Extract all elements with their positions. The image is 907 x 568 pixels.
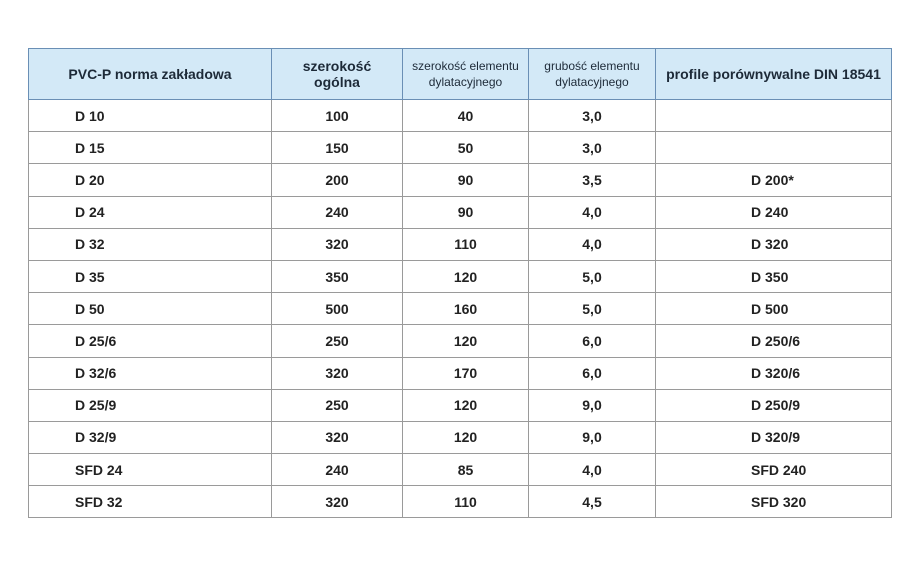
table-cell: D 350	[655, 259, 892, 294]
table-cell	[655, 98, 892, 133]
table-cell: 120	[402, 420, 529, 455]
table-cell: 4,0	[528, 453, 656, 487]
table-cell: D 250/6	[655, 324, 892, 358]
table-cell: 90	[402, 163, 529, 197]
table-cell: D 32	[28, 227, 272, 261]
table-cell: 110	[402, 485, 529, 519]
table-cell: D 240	[655, 195, 892, 229]
table-cell: D 200*	[655, 163, 892, 197]
table-cell: 4,0	[528, 195, 656, 229]
table-cell: D 32/9	[28, 420, 272, 455]
table-cell: D 320/9	[655, 420, 892, 455]
table-cell: 3,0	[528, 131, 656, 165]
table-cell: 6,0	[528, 356, 656, 390]
table-cell: 5,0	[528, 259, 656, 294]
table-cell: SFD 32	[28, 485, 272, 519]
table-cell: 320	[271, 420, 403, 455]
table-cell: D 10	[28, 98, 272, 133]
table-cell: 170	[402, 356, 529, 390]
table-row: D 25/9 250 120 9,0 D 250/9	[28, 388, 892, 422]
table-row: D 32/9 320 120 9,0 D 320/9	[28, 420, 892, 455]
table-cell: 100	[271, 98, 403, 133]
table-row: D 25/6 250 120 6,0 D 250/6	[28, 324, 892, 358]
table-cell: D 20	[28, 163, 272, 197]
table-cell: D 320	[655, 227, 892, 261]
table-cell: 3,0	[528, 98, 656, 133]
table-cell: 150	[271, 131, 403, 165]
table-row: D 35 350 120 5,0 D 350	[28, 259, 892, 294]
header-cell: PVC-P norma zakładowa	[28, 48, 272, 100]
table-body: D 10 100 40 3,0 D 15 150 50 3,0 D 20 200 90 3,5 D 20…	[28, 98, 892, 519]
table-cell: 110	[402, 227, 529, 261]
table-cell: D 35	[28, 259, 272, 294]
table-cell: 250	[271, 324, 403, 358]
data-table: PVC-P norma zakładowa szerokość ogólna s…	[28, 48, 892, 519]
header-cell: grubość elementu dylatacyjnego	[528, 48, 656, 100]
table-cell: 200	[271, 163, 403, 197]
table-row: D 20 200 90 3,5 D 200*	[28, 163, 892, 197]
table-cell: 320	[271, 485, 403, 519]
table-cell: D 320/6	[655, 356, 892, 390]
table-cell: 4,5	[528, 485, 656, 519]
header-cell: profile porównywalne DIN 18541	[655, 48, 892, 100]
table-cell: 320	[271, 227, 403, 261]
table-cell: 240	[271, 453, 403, 487]
table-row: D 32/6 320 170 6,0 D 320/6	[28, 356, 892, 390]
header-row: PVC-P norma zakładowa szerokość ogólna s…	[28, 48, 892, 100]
table-row: D 15 150 50 3,0	[28, 131, 892, 165]
table-row: D 24 240 90 4,0 D 240	[28, 195, 892, 229]
table-cell: 9,0	[528, 420, 656, 455]
table-row: D 50 500 160 5,0 D 500	[28, 292, 892, 326]
table-cell: 500	[271, 292, 403, 326]
table-cell: 6,0	[528, 324, 656, 358]
table-cell: 50	[402, 131, 529, 165]
header-cell: szerokość elementu dylatacyjnego	[402, 48, 529, 100]
table-row: SFD 32 320 110 4,5 SFD 320	[28, 485, 892, 519]
table-row: D 32 320 110 4,0 D 320	[28, 227, 892, 261]
table-cell: D 25/9	[28, 388, 272, 422]
table-cell: 240	[271, 195, 403, 229]
table-cell: D 25/6	[28, 324, 272, 358]
table-cell: D 15	[28, 131, 272, 165]
table-cell: 250	[271, 388, 403, 422]
table-cell: 160	[402, 292, 529, 326]
table-cell: 320	[271, 356, 403, 390]
table-cell: 4,0	[528, 227, 656, 261]
table-cell: D 50	[28, 292, 272, 326]
table-cell: D 24	[28, 195, 272, 229]
table-row: D 10 100 40 3,0	[28, 98, 892, 133]
table-cell: 5,0	[528, 292, 656, 326]
table-cell: D 250/9	[655, 388, 892, 422]
header-cell: szerokość ogólna	[271, 48, 403, 100]
table-cell: SFD 240	[655, 453, 892, 487]
table-cell: 350	[271, 259, 403, 294]
table-cell: 3,5	[528, 163, 656, 197]
table-cell: 90	[402, 195, 529, 229]
table-cell: 9,0	[528, 388, 656, 422]
table-cell: 85	[402, 453, 529, 487]
table-cell: 120	[402, 259, 529, 294]
table-cell	[655, 131, 892, 165]
table-row: SFD 24 240 85 4,0 SFD 240	[28, 453, 892, 487]
table-cell: SFD 24	[28, 453, 272, 487]
table-cell: 40	[402, 98, 529, 133]
table-cell: D 32/6	[28, 356, 272, 390]
table-cell: 120	[402, 388, 529, 422]
table-cell: D 500	[655, 292, 892, 326]
table-cell: 120	[402, 324, 529, 358]
table-cell: SFD 320	[655, 485, 892, 519]
